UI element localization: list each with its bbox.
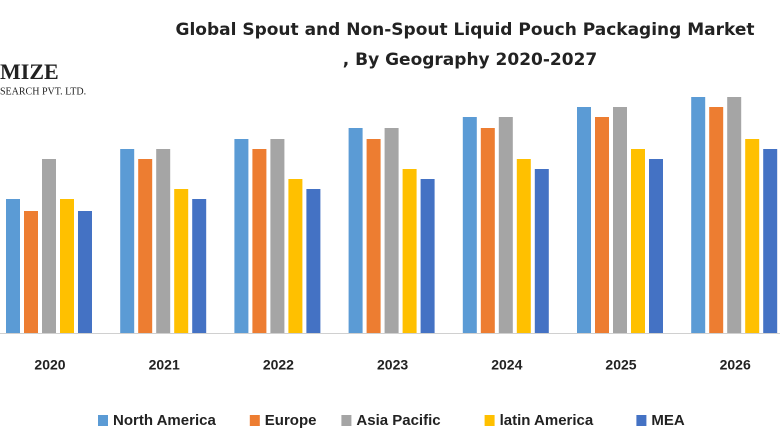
- legend-swatch: [98, 415, 108, 426]
- x-tick-label: 2020: [34, 357, 65, 373]
- legend-label: Asia Pacific: [356, 412, 440, 429]
- bar: [306, 189, 321, 333]
- chart-title: Global Spout and Non-Spout Liquid Pouch …: [175, 20, 754, 40]
- legend-swatch: [341, 415, 352, 426]
- bar: [174, 189, 189, 333]
- bar: [516, 159, 531, 333]
- legend-swatch: [249, 415, 260, 426]
- legend-label: North America: [113, 412, 216, 429]
- bar: [234, 139, 249, 333]
- bar: [192, 199, 207, 333]
- bar: [138, 159, 153, 333]
- x-tick-label: 2022: [263, 357, 294, 373]
- bar: [613, 107, 627, 333]
- bar: [42, 159, 56, 333]
- bar: [480, 128, 495, 333]
- legend-swatch: [636, 415, 647, 426]
- bar: [24, 211, 38, 333]
- x-tick-label: 2021: [149, 357, 180, 373]
- legend-label: latin America: [500, 412, 594, 429]
- bar: [727, 97, 742, 333]
- bar: [649, 159, 663, 333]
- bar: [366, 139, 381, 333]
- bar: [595, 117, 609, 333]
- bar: [78, 211, 92, 333]
- x-tick-label: 2026: [720, 357, 751, 373]
- bar: [420, 179, 435, 333]
- chart-title: , By Geography 2020-2027: [343, 50, 597, 70]
- logo-subtext: SEARCH PVT. LTD.: [0, 86, 86, 97]
- bar: [462, 117, 477, 333]
- bar: [709, 107, 724, 333]
- bar: [691, 97, 706, 333]
- bar: [577, 107, 591, 333]
- x-tick-label: 2023: [377, 357, 408, 373]
- bar: [120, 149, 135, 333]
- bar: [6, 199, 20, 333]
- bar: [534, 169, 549, 333]
- bar: [745, 139, 760, 333]
- legend-swatch: [484, 415, 495, 426]
- bar: [348, 128, 363, 333]
- bar: [252, 149, 267, 333]
- logo-text: MIZE: [0, 59, 59, 84]
- bar: [60, 199, 74, 333]
- bar: [498, 117, 513, 333]
- bar: [384, 128, 399, 333]
- bar: [270, 139, 285, 333]
- x-tick-label: 2024: [491, 357, 522, 373]
- bar: [402, 169, 417, 333]
- bar: [631, 149, 645, 333]
- x-tick-label: 2025: [605, 357, 636, 373]
- legend-label: Europe: [265, 412, 317, 429]
- bar: [763, 149, 778, 333]
- legend-label: MEA: [651, 412, 685, 429]
- bar: [156, 149, 171, 333]
- bar: [288, 179, 303, 333]
